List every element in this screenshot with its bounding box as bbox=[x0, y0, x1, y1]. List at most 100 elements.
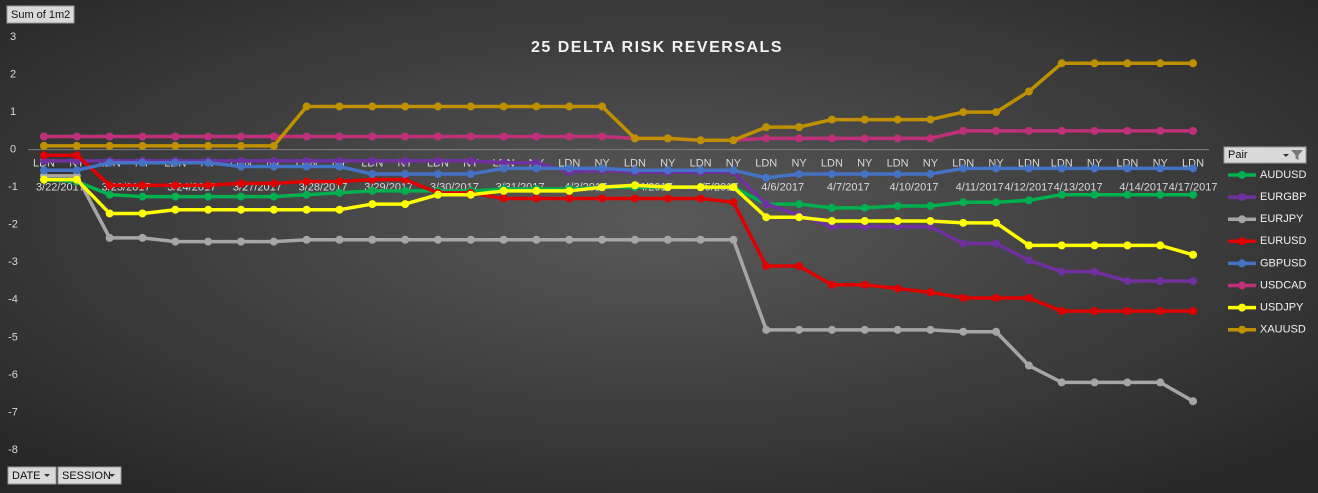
series-line bbox=[44, 177, 1194, 257]
date-label: 4/11/2017 bbox=[956, 182, 1004, 194]
data-point bbox=[762, 123, 771, 132]
data-point bbox=[893, 201, 902, 210]
legend-marker bbox=[1238, 325, 1246, 334]
data-point bbox=[598, 164, 607, 173]
value-field-label: Sum of 1m2 bbox=[11, 9, 70, 21]
data-point bbox=[663, 183, 672, 192]
data-point bbox=[204, 205, 213, 214]
data-point bbox=[860, 216, 869, 225]
data-point bbox=[598, 194, 607, 203]
legend-marker bbox=[1238, 281, 1246, 290]
data-point bbox=[1057, 59, 1066, 68]
data-point bbox=[138, 233, 147, 242]
data-point bbox=[893, 115, 902, 124]
data-point bbox=[827, 203, 836, 212]
data-point bbox=[138, 158, 147, 167]
data-point bbox=[466, 156, 475, 165]
data-point bbox=[401, 102, 410, 111]
data-point bbox=[466, 170, 475, 179]
data-point bbox=[105, 190, 114, 199]
data-point bbox=[1024, 241, 1033, 250]
data-point bbox=[992, 198, 1001, 207]
data-point bbox=[992, 126, 1001, 135]
axis-field-button[interactable]: SESSION bbox=[57, 466, 122, 485]
session-label: LDN bbox=[821, 158, 843, 170]
value-field-button[interactable]: Sum of 1m2 bbox=[6, 5, 75, 24]
data-point bbox=[368, 175, 377, 184]
legend-title-button[interactable]: Pair bbox=[1223, 146, 1307, 164]
data-point bbox=[335, 102, 344, 111]
data-point bbox=[1057, 190, 1066, 199]
data-point bbox=[926, 115, 935, 124]
data-point bbox=[630, 194, 639, 203]
legend-marker bbox=[1238, 259, 1246, 268]
data-point bbox=[72, 132, 81, 141]
session-label: NY bbox=[857, 158, 873, 170]
y-tick-label: -3 bbox=[8, 256, 18, 268]
legend-label: EURUSD bbox=[1260, 235, 1307, 247]
data-point bbox=[1024, 293, 1033, 302]
data-point bbox=[401, 186, 410, 195]
data-point bbox=[302, 156, 311, 165]
data-point bbox=[1156, 378, 1165, 387]
data-point bbox=[302, 235, 311, 244]
data-point bbox=[565, 132, 574, 141]
data-point bbox=[40, 156, 48, 165]
data-point bbox=[860, 203, 869, 212]
data-point bbox=[204, 158, 213, 167]
data-point bbox=[1057, 126, 1066, 135]
data-point bbox=[335, 162, 344, 171]
y-tick-label: -1 bbox=[8, 181, 18, 193]
session-label: NY bbox=[594, 158, 610, 170]
data-point bbox=[171, 158, 180, 167]
data-point bbox=[171, 237, 180, 246]
data-point bbox=[827, 170, 836, 179]
data-point bbox=[729, 136, 738, 145]
axis-field-button[interactable]: DATE bbox=[7, 466, 57, 485]
data-point bbox=[1090, 241, 1099, 250]
y-tick-label: -8 bbox=[8, 444, 18, 456]
data-point bbox=[729, 235, 738, 244]
data-point bbox=[992, 164, 1001, 173]
legend-label: EURJPY bbox=[1260, 213, 1304, 225]
legend-marker bbox=[1238, 193, 1246, 202]
session-label: NY bbox=[1087, 158, 1103, 170]
data-point bbox=[1123, 307, 1132, 316]
data-point bbox=[630, 134, 639, 143]
data-point bbox=[171, 205, 180, 214]
data-point bbox=[1189, 126, 1198, 135]
date-label: 4/6/2017 bbox=[761, 182, 804, 194]
data-point bbox=[236, 156, 245, 165]
legend-marker bbox=[1238, 171, 1246, 179]
data-point bbox=[236, 237, 245, 246]
data-point bbox=[893, 325, 902, 334]
data-point bbox=[565, 164, 574, 173]
data-point bbox=[204, 192, 213, 201]
data-point bbox=[401, 156, 410, 165]
data-point bbox=[992, 327, 1001, 336]
session-label: LDN bbox=[624, 158, 646, 170]
data-point bbox=[598, 132, 607, 141]
series-line bbox=[44, 159, 1194, 283]
data-point bbox=[795, 134, 804, 143]
data-point bbox=[959, 293, 968, 302]
data-point bbox=[171, 192, 180, 201]
data-point bbox=[335, 205, 344, 214]
data-point bbox=[335, 188, 344, 197]
date-label: 3/22/2017 bbox=[36, 182, 85, 194]
data-point bbox=[401, 170, 410, 179]
data-point bbox=[1024, 164, 1033, 173]
data-point bbox=[40, 166, 48, 175]
y-tick-label: -7 bbox=[8, 406, 18, 418]
data-point bbox=[1024, 126, 1033, 135]
data-point bbox=[1090, 378, 1099, 387]
data-point bbox=[1024, 256, 1033, 265]
data-point bbox=[499, 132, 508, 141]
data-point bbox=[696, 136, 705, 145]
data-point bbox=[72, 166, 81, 175]
data-point bbox=[269, 132, 278, 141]
data-point bbox=[40, 141, 48, 150]
legend-label: EURGBP bbox=[1260, 191, 1306, 203]
